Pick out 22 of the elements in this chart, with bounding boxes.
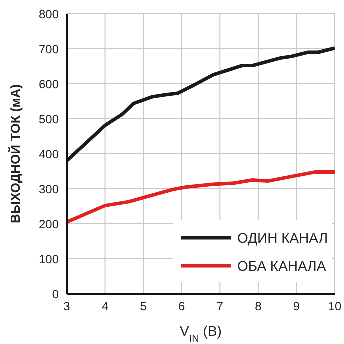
y-tick-label: 100: [38, 252, 60, 266]
x-tick-label: 8: [255, 300, 262, 314]
x-tick-label: 10: [328, 300, 342, 314]
y-axis-title: ВЫХОДНОЙ ТОК (мА): [8, 84, 23, 224]
y-tick-label: 200: [38, 217, 60, 232]
x-tick-label: 4: [102, 300, 109, 314]
y-tick-label: 0: [52, 287, 60, 302]
y-tick-label: 800: [38, 7, 60, 22]
x-tick-label: 6: [178, 300, 186, 314]
y-tick-label: 400: [38, 147, 60, 162]
x-axis-title: V$_{IN}$ (В): [180, 323, 222, 344]
legend-label: ОБА КАНАЛА: [237, 258, 326, 274]
legend-label: ОДИН КАНАЛ: [237, 230, 328, 246]
line-series: [67, 170, 335, 224]
y-tick-label: 600: [38, 77, 60, 92]
y-tick-label: 500: [38, 112, 60, 126]
x-tick-label: 9: [293, 300, 300, 314]
y-tick-label: 700: [38, 42, 60, 56]
x-tick-label: 7: [216, 300, 224, 314]
y-tick-label: 300: [38, 182, 60, 196]
x-tick-label: 3: [64, 300, 71, 314]
x-tick-label: 5: [140, 300, 148, 314]
